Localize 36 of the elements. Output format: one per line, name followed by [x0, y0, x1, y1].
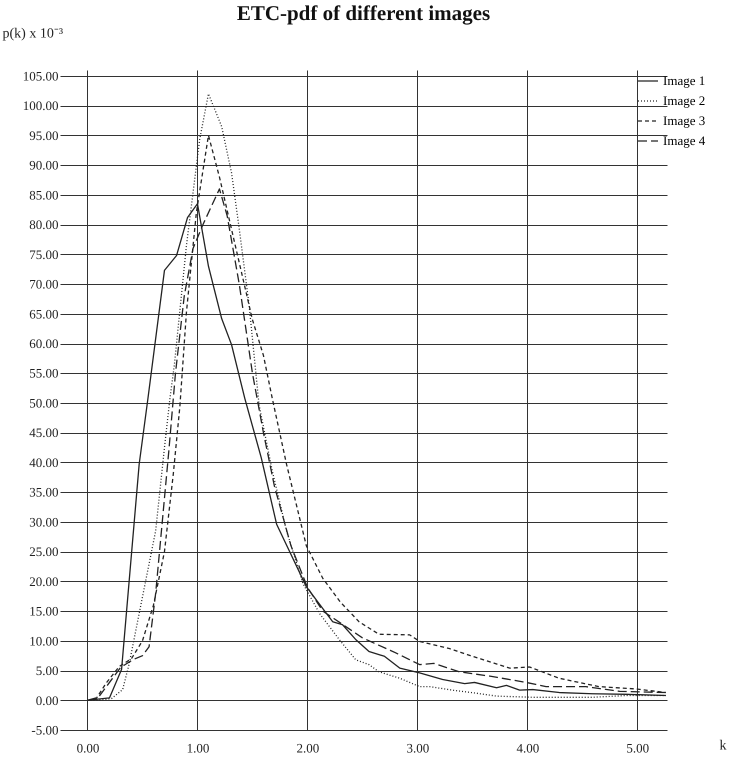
y-tick-label: 65.00 [29, 306, 58, 322]
y-tick-label: -5.00 [31, 722, 58, 738]
legend-label: Image 2 [663, 93, 706, 108]
y-tick-label: 30.00 [29, 514, 58, 530]
y-tick-label: 75.00 [29, 246, 58, 262]
y-tick-label: 95.00 [29, 128, 58, 143]
y-tick-label: 100.00 [22, 98, 58, 114]
y-tick-label: 5.00 [36, 663, 58, 678]
y-tick-label: 85.00 [29, 187, 58, 202]
y-tick-label: 0.00 [36, 692, 58, 708]
y-tick-label: 10.00 [29, 633, 58, 648]
x-tick-label: 0.00 [76, 740, 100, 756]
y-tick-label: 45.00 [29, 425, 58, 440]
y-tick-label: 35.00 [29, 484, 58, 500]
legend-label: Image 3 [663, 113, 706, 128]
y-tick-label: 15.00 [29, 604, 58, 619]
legend-label: Image 1 [663, 73, 706, 88]
x-tick-label: 4.00 [516, 740, 540, 756]
y-tick-label: 40.00 [29, 454, 58, 470]
y-axis-title: p(k) x 10⁻³ [2, 26, 64, 42]
y-tick-label: 25.00 [29, 544, 58, 560]
legend-label: Image 4 [663, 133, 706, 148]
y-tick-label: 20.00 [29, 574, 58, 589]
y-tick-label: 60.00 [29, 336, 58, 352]
y-tick-label: 105.00 [22, 68, 58, 84]
y-tick-label: 70.00 [29, 276, 58, 292]
chart-title: ETC-pdf of different images [236, 1, 490, 25]
x-tick-label: 3.00 [406, 740, 430, 756]
y-tick-label: 90.00 [29, 158, 58, 173]
x-axis-title: k [720, 738, 726, 754]
y-tick-label: 80.00 [29, 217, 58, 232]
x-tick-label: 1.00 [186, 740, 210, 756]
y-tick-label: 50.00 [29, 395, 58, 410]
x-tick-label: 5.00 [626, 740, 650, 756]
y-tick-label: 55.00 [29, 366, 58, 381]
x-tick-label: 2.00 [296, 740, 320, 756]
